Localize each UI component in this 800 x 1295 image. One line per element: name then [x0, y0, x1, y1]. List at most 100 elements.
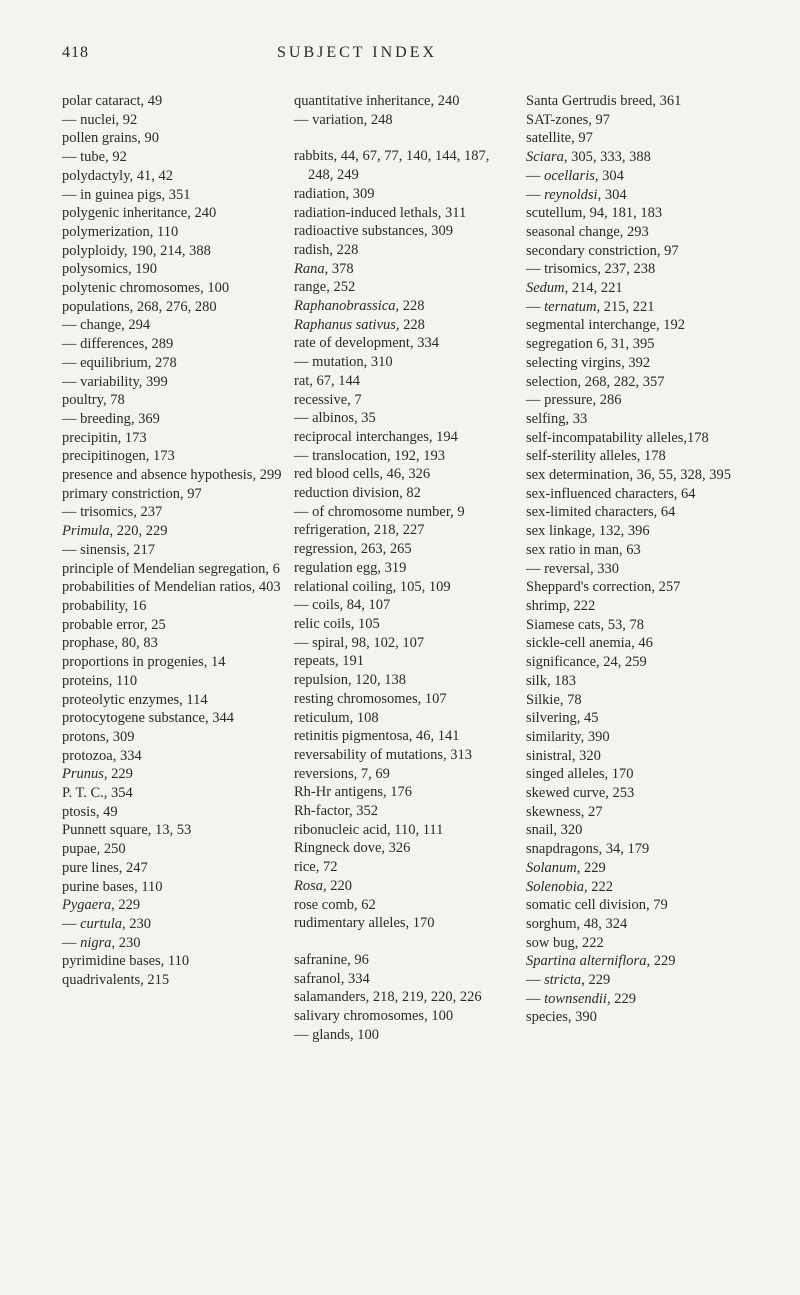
index-entry: Rh-Hr antigens, 176 [294, 783, 516, 802]
index-entry: Raphanus sativus, 228 [294, 316, 516, 335]
spacer [294, 933, 516, 951]
index-entry: skewed curve, 253 [526, 784, 748, 803]
spacer [294, 129, 516, 147]
index-entry: snapdragons, 34, 179 [526, 840, 748, 859]
page-number: 418 [62, 44, 132, 62]
index-entry: pollen grains, 90 [62, 129, 284, 148]
index-entry: scutellum, 94, 181, 183 [526, 204, 748, 223]
index-entry: retinitis pigmentosa, 46, 141 [294, 727, 516, 746]
index-entry: — tube, 92 [62, 148, 284, 167]
index-entry: Punnett square, 13, 53 [62, 821, 284, 840]
index-entry: — differences, 289 [62, 335, 284, 354]
index-entry: pupae, 250 [62, 840, 284, 859]
index-entry: self-incompatability alleles,178 [526, 429, 748, 448]
index-entry: SAT-zones, 97 [526, 111, 748, 130]
index-entry: precipitinogen, 173 [62, 447, 284, 466]
index-entry: sorghum, 48, 324 [526, 915, 748, 934]
index-entry: — breeding, 369 [62, 410, 284, 429]
index-entry: recessive, 7 [294, 391, 516, 410]
column-1: polar cataract, 49— nuclei, 92pollen gra… [62, 92, 284, 1044]
column-2: quantitative inheritance, 240— variation… [294, 92, 516, 1044]
index-entry: — variation, 248 [294, 111, 516, 130]
index-entry: — stricta, 229 [526, 971, 748, 990]
index-entry: safranine, 96 [294, 951, 516, 970]
index-entry: — variability, 399 [62, 373, 284, 392]
index-entry: — curtula, 230 [62, 915, 284, 934]
index-entry: silvering, 45 [526, 709, 748, 728]
index-entry: polytenic chromosomes, 100 [62, 279, 284, 298]
index-entry: sex ratio in man, 63 [526, 541, 748, 560]
index-entry: sex linkage, 132, 396 [526, 522, 748, 541]
index-entry: repeats, 191 [294, 652, 516, 671]
page-header: 418 SUBJECT INDEX [62, 44, 748, 62]
index-entry: secondary constriction, 97 [526, 242, 748, 261]
index-entry: Prunus, 229 [62, 765, 284, 784]
index-entry: — townsendii, 229 [526, 990, 748, 1009]
index-entry: reversions, 7, 69 [294, 765, 516, 784]
index-entry: similarity, 390 [526, 728, 748, 747]
index-entry: rudimentary alleles, 170 [294, 914, 516, 933]
index-entry: proteins, 110 [62, 672, 284, 691]
index-entry: satellite, 97 [526, 129, 748, 148]
index-entry: singed alleles, 170 [526, 765, 748, 784]
index-entry: proteolytic enzymes, 114 [62, 691, 284, 710]
index-entry: selection, 268, 282, 357 [526, 373, 748, 392]
index-entry: segregation 6, 31, 395 [526, 335, 748, 354]
index-entry: rice, 72 [294, 858, 516, 877]
index-entry: — reversal, 330 [526, 560, 748, 579]
index-entry: polymerization, 110 [62, 223, 284, 242]
index-entry: pure lines, 247 [62, 859, 284, 878]
index-entry: rate of development, 334 [294, 334, 516, 353]
column-3: Santa Gertrudis breed, 361SAT-zones, 97s… [526, 92, 748, 1044]
index-entry: — ocellaris, 304 [526, 167, 748, 186]
index-entry: probable error, 25 [62, 616, 284, 635]
index-entry: Rana, 378 [294, 260, 516, 279]
index-entry: Spartina alterniflora, 229 [526, 952, 748, 971]
index-entry: — change, 294 [62, 316, 284, 335]
index-entry: — nuclei, 92 [62, 111, 284, 130]
index-entry: Pygaera, 229 [62, 896, 284, 915]
index-entry: Sciara, 305, 333, 388 [526, 148, 748, 167]
index-entry: — trisomics, 237 [62, 503, 284, 522]
index-entry: silk, 183 [526, 672, 748, 691]
index-entry: Silkie, 78 [526, 691, 748, 710]
index-entry: purine bases, 110 [62, 878, 284, 897]
index-entry: Sedum, 214, 221 [526, 279, 748, 298]
index-entry: regulation egg, 319 [294, 559, 516, 578]
index-entry: Santa Gertrudis breed, 361 [526, 92, 748, 111]
index-entry: Raphanobrassica, 228 [294, 297, 516, 316]
index-entry: populations, 268, 276, 280 [62, 298, 284, 317]
index-entry: rat, 67, 144 [294, 372, 516, 391]
index-entry: sickle-cell anemia, 46 [526, 634, 748, 653]
index-entry: poultry, 78 [62, 391, 284, 410]
index-entry: relational coiling, 105, 109 [294, 578, 516, 597]
index-entry: self-sterility alleles, 178 [526, 447, 748, 466]
index-entry: rose comb, 62 [294, 896, 516, 915]
index-entry: precipitin, 173 [62, 429, 284, 448]
index-entry: Rosa, 220 [294, 877, 516, 896]
index-entry: ribonucleic acid, 110, 111 [294, 821, 516, 840]
index-entry: — in guinea pigs, 351 [62, 186, 284, 205]
index-entry: — of chromosome number, 9 [294, 503, 516, 522]
index-entry: significance, 24, 259 [526, 653, 748, 672]
index-entry: shrimp, 222 [526, 597, 748, 616]
index-entry: P. T. C., 354 [62, 784, 284, 803]
index-entry: — mutation, 310 [294, 353, 516, 372]
index-entry: sex-influenced characters, 64 [526, 485, 748, 504]
index-entry: skewness, 27 [526, 803, 748, 822]
index-entry: radish, 228 [294, 241, 516, 260]
index-entry: protocytogene substance, 344 [62, 709, 284, 728]
index-entry: primary constriction, 97 [62, 485, 284, 504]
index-entry: polysomics, 190 [62, 260, 284, 279]
index-entry: polar cataract, 49 [62, 92, 284, 111]
index-entry: Ringneck dove, 326 [294, 839, 516, 858]
index-entry: rabbits, 44, 67, 77, 140, 144, 187, 248,… [294, 147, 516, 184]
index-entry: protons, 309 [62, 728, 284, 747]
index-entry: Solenobia, 222 [526, 878, 748, 897]
index-entry: Primula, 220, 229 [62, 522, 284, 541]
index-entry: salamanders, 218, 219, 220, 226 [294, 988, 516, 1007]
index-entry: regression, 263, 265 [294, 540, 516, 559]
index-entry: protozoa, 334 [62, 747, 284, 766]
index-entry: pyrimidine bases, 110 [62, 952, 284, 971]
index-entry: relic coils, 105 [294, 615, 516, 634]
